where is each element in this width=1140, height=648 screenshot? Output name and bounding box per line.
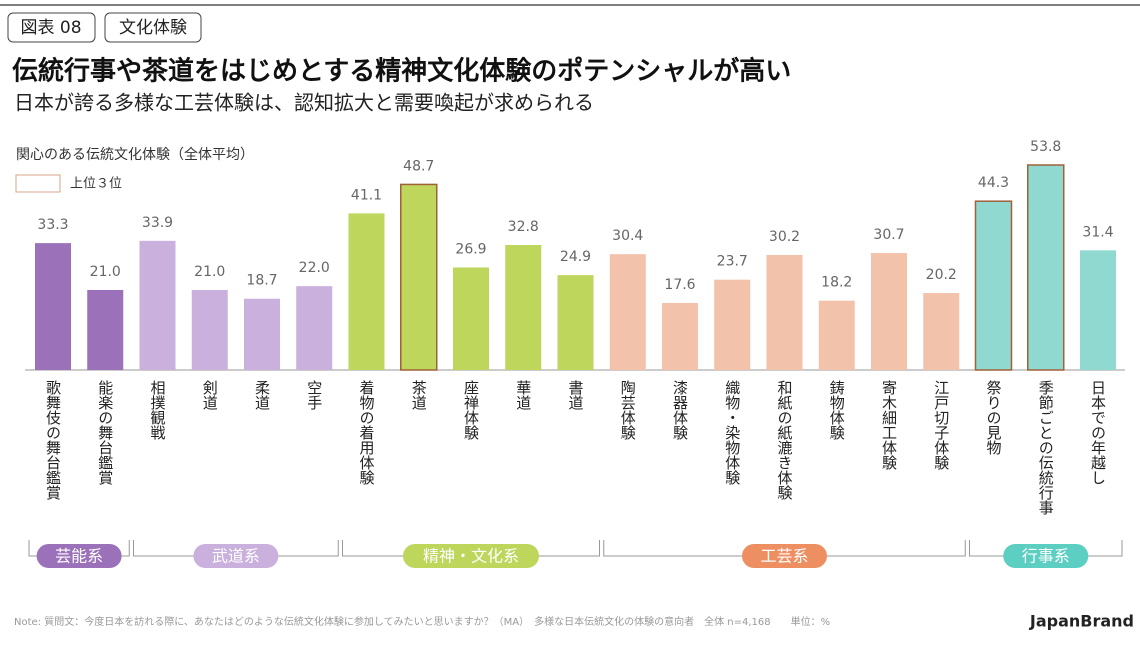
value-label: 17.6 <box>664 277 695 293</box>
x-tick-label: 書道 <box>567 380 585 410</box>
value-label: 21.0 <box>90 264 121 280</box>
bar <box>87 289 124 370</box>
bar <box>871 253 907 370</box>
badge-box <box>7 12 96 43</box>
value-label: 44.3 <box>978 175 1009 191</box>
x-tick-label: 季節ごとの伝統行事 <box>1037 380 1055 515</box>
badge: 文化体験 <box>119 18 187 38</box>
value-label: 23.7 <box>717 254 748 270</box>
value-label: 18.7 <box>246 273 277 289</box>
badge: 図表 08 <box>20 18 81 38</box>
value-label: 18.2 <box>821 275 852 291</box>
bar <box>818 300 855 370</box>
x-tick-label: 江戸切子体験 <box>932 380 950 470</box>
bar <box>662 302 698 370</box>
value-label: 33.3 <box>37 217 68 233</box>
bar <box>609 254 646 370</box>
group-label: 武道系 <box>212 547 260 566</box>
x-tick-label: 織物・染物体験 <box>723 380 741 485</box>
bar <box>1080 250 1116 370</box>
value-label: 30.2 <box>769 229 800 245</box>
bar <box>191 289 228 370</box>
x-tick-label: 剣道 <box>201 380 219 410</box>
bar <box>557 275 594 370</box>
x-tick-label: 能楽の舞台鑑賞 <box>96 380 114 485</box>
chart-title: 伝統行事や茶道をはじめとする精神文化体験のポテンシャルが高い <box>12 56 791 87</box>
group-label: 精神・文化系 <box>423 547 519 566</box>
x-tick-label: 茶道 <box>410 380 428 410</box>
bar <box>400 183 438 371</box>
bar <box>505 245 542 370</box>
group-label: 行事系 <box>1022 547 1070 566</box>
bar <box>974 200 1013 371</box>
value-label: 24.9 <box>560 249 591 265</box>
brand: JapanBrand <box>1029 612 1134 631</box>
value-label: 30.7 <box>873 227 904 243</box>
x-tick-label: 祭りの見物 <box>985 380 1003 456</box>
group-label: 芸能系 <box>55 547 103 566</box>
group-pill <box>36 544 122 568</box>
x-tick-label: 空手 <box>305 380 323 411</box>
value-label: 48.7 <box>403 158 434 174</box>
bar <box>766 254 803 370</box>
group-label: 工芸系 <box>760 547 808 566</box>
value-label: 21.0 <box>194 264 225 280</box>
value-label: 31.4 <box>1082 224 1113 240</box>
legend-label: 上位３位 <box>70 177 122 192</box>
x-tick-label: 陶芸体験 <box>619 380 637 440</box>
y-label: 関心のある伝統文化体験（全体平均） <box>16 146 254 163</box>
bar <box>139 240 176 370</box>
x-tick-label: 相撲観戦 <box>149 380 167 441</box>
value-label: 53.8 <box>1030 139 1061 155</box>
value-label: 20.2 <box>926 267 957 283</box>
value-label: 26.9 <box>455 242 486 258</box>
bar <box>453 267 489 370</box>
legend-swatch <box>15 174 61 193</box>
value-label: 22.0 <box>299 260 330 276</box>
bar <box>35 243 71 370</box>
badge-box <box>104 12 202 43</box>
x-tick-label: 日本での年越し <box>1089 380 1107 485</box>
bar <box>714 279 751 370</box>
note: Note: 質問文：今度日本を訪れる際に、あなたはどのような伝統文化体験に参加し… <box>14 615 830 628</box>
x-tick-label: 和紙の紙漉き体験 <box>776 380 794 500</box>
bar <box>923 293 960 370</box>
group-pill <box>403 544 539 568</box>
group-pill <box>1003 544 1089 568</box>
value-label: 33.9 <box>142 215 173 231</box>
bar <box>244 298 280 370</box>
x-tick-label: 鋳物体験 <box>828 379 846 440</box>
value-label: 30.4 <box>612 228 643 244</box>
x-tick-label: 寄木細工体験 <box>880 379 898 470</box>
x-tick-label: 漆器体験 <box>671 380 689 440</box>
bar <box>296 286 333 370</box>
x-tick-label: 座禅体験 <box>462 380 480 440</box>
group-pill <box>193 544 279 568</box>
bar <box>1027 164 1065 371</box>
bar <box>348 213 385 370</box>
group-pill <box>742 544 827 568</box>
value-label: 32.8 <box>508 219 539 235</box>
x-tick-label: 歌舞伎の舞台鑑賞 <box>44 380 62 500</box>
chart-subtitle: 日本が誇る多様な工芸体験は、認知拡大と需要喚起が求められる <box>14 91 594 115</box>
x-tick-label: 着物の着用体験 <box>358 380 376 485</box>
x-tick-label: 柔道 <box>253 380 271 410</box>
value-label: 41.1 <box>351 187 382 203</box>
x-tick-label: 華道 <box>514 380 532 410</box>
